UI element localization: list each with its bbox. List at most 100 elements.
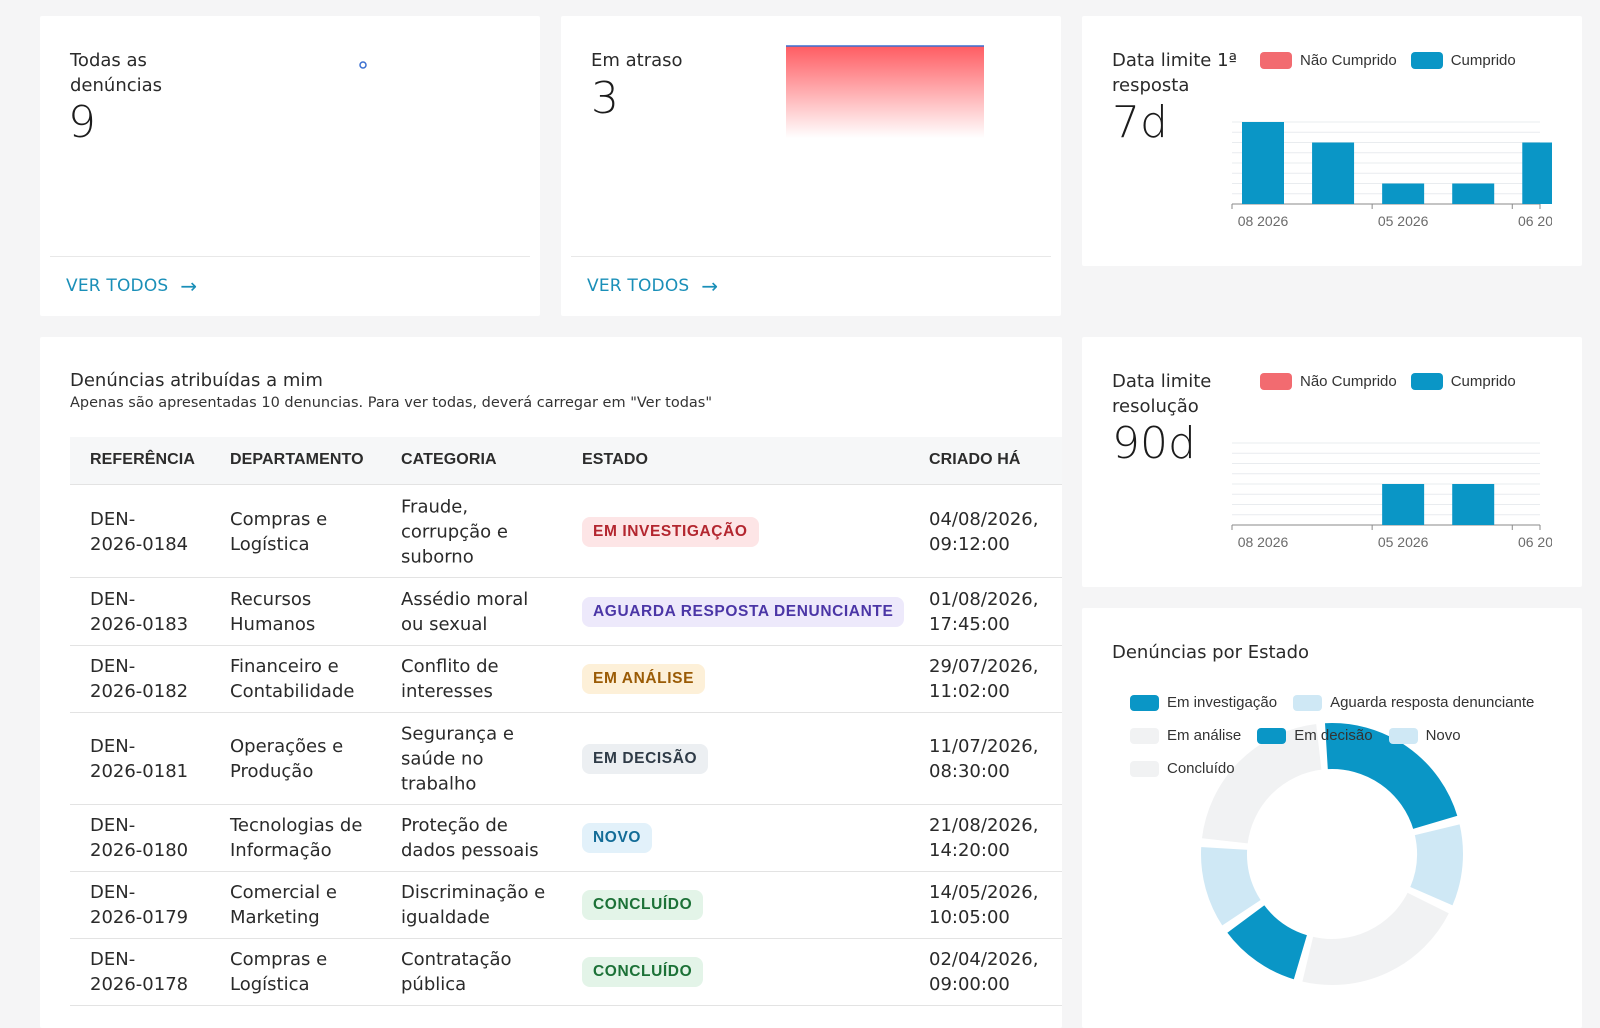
swatch-icon [1410, 373, 1443, 390]
legend-label: Cumprido [1450, 373, 1516, 390]
tick-label: 08 2026 [1238, 213, 1289, 229]
cell-department: Comercial e Marketing [230, 882, 337, 928]
swatch-icon [1130, 760, 1159, 777]
legend-item-met[interactable]: Cumprido [1410, 52, 1516, 69]
donut-slice[interactable] [1408, 822, 1465, 908]
chart-legend: Não Cumprido Cumprido [1260, 373, 1530, 390]
legend-item[interactable]: Novo [1388, 727, 1461, 744]
tick-label: 05 2026 [1378, 534, 1429, 550]
swatch-icon [1260, 373, 1292, 390]
state-donut-chart [1199, 721, 1465, 987]
card-divider [571, 256, 1051, 257]
tick-label: 05 2026 [1378, 213, 1429, 229]
legend-label: Aguarda resposta denunciante [1330, 694, 1535, 711]
table-row[interactable]: DEN- 2026-0184 Compras e Logística Fraude, co… [70, 486, 1062, 578]
view-all-overdue-link[interactable]: VER TODOS → [587, 276, 718, 296]
legend-item[interactable]: Concluído [1130, 760, 1235, 777]
legend-label: Cumprido [1450, 52, 1516, 69]
cell-category: Assédio moral ou sexual [401, 588, 529, 635]
arrow-right-icon: → [701, 274, 719, 298]
swatch-icon [1410, 52, 1443, 69]
cell-created: 11/07/2026, 08:30:00 [929, 735, 1039, 782]
legend-item-not-met[interactable]: Não Cumprido [1260, 52, 1397, 69]
card-divider [50, 256, 530, 257]
bar[interactable] [1382, 484, 1425, 525]
table-row[interactable]: DEN- 2026-0181 Operações e Produção Seguranç… [70, 713, 1062, 805]
cell-reference: DEN- 2026-0184 [90, 508, 189, 555]
cell-department: Recursos Humanos [230, 588, 316, 635]
legend-label: Em análise [1167, 727, 1242, 744]
legend-item-met[interactable]: Cumprido [1410, 373, 1516, 390]
cell-category: Proteção de dados pessoais [401, 815, 539, 861]
bar[interactable] [1452, 484, 1495, 525]
card-total-reports: Todas as denúncias 9 VER TODOS → [40, 16, 540, 316]
legend-item[interactable]: Aguarda resposta denunciante [1293, 694, 1534, 711]
card-title: Data limite 1ª resposta [1112, 50, 1238, 96]
col-header-category[interactable]: CATEGORIA [401, 451, 497, 468]
cell-category: Discriminação e igualdade [401, 882, 546, 928]
table-row[interactable]: DEN- 2026-0179 Comercial e Marketing Discrim… [70, 872, 1062, 939]
cell-reference: DEN- 2026-0181 [90, 735, 189, 782]
bar[interactable] [1382, 183, 1425, 205]
card-first-response-deadline: Data limite 1ª resposta 7d Não Cumprido … [1082, 16, 1582, 266]
cell-reference: DEN- 2026-0178 [90, 949, 189, 995]
legend-label: Não Cumprido [1300, 52, 1397, 69]
bar[interactable] [1522, 142, 1552, 205]
legend-label: Não Cumprido [1300, 373, 1397, 390]
first-response-bar-chart: 08 2026 05 2026 06 2026 [1231, 121, 1552, 229]
bar[interactable] [1452, 183, 1495, 205]
swatch-icon [1130, 727, 1159, 744]
bar[interactable] [1312, 142, 1355, 205]
tick-label: 06 2026 [1518, 534, 1552, 550]
view-all-label: VER TODOS [587, 276, 690, 296]
legend-item[interactable]: Em decisão [1257, 727, 1373, 744]
donut-slice[interactable] [1300, 890, 1452, 987]
bar[interactable] [1242, 122, 1284, 204]
cell-category: Contratação pública [401, 949, 512, 995]
cell-created: 04/08/2026, 09:12:00 [929, 508, 1039, 555]
card-title: Denúncias por Estado [1112, 642, 1310, 663]
table-row[interactable]: DEN- 2026-0183 Recursos Humanos Assédio mora… [70, 578, 1062, 646]
resolution-bar-chart: 08 2026 05 2026 06 2026 [1231, 442, 1552, 550]
chart-legend: Não Cumprido Cumprido [1260, 52, 1530, 69]
donut-legend: Em investigação Aguarda resposta denuncia… [1130, 686, 1570, 785]
col-header-created[interactable]: CRIADO HÁ [929, 451, 1021, 468]
donut-slice[interactable] [1199, 721, 1324, 846]
legend-label: Novo [1425, 727, 1461, 744]
view-all-total-link[interactable]: VER TODOS → [66, 276, 197, 296]
col-header-state[interactable]: ESTADO [582, 451, 649, 468]
swatch-icon [1260, 52, 1292, 69]
legend-item[interactable]: Em investigação [1130, 694, 1277, 711]
donut-slice[interactable] [1224, 902, 1310, 982]
cell-category: Fraude, corrupção e suborno [401, 496, 508, 567]
cell-department: Tecnologias de Informação [230, 815, 363, 861]
table-row[interactable]: DEN- 2026-0178 Compras e Logística Contrataç… [70, 939, 1062, 1006]
table-header: REFERÊNCIA DEPARTAMENTO CATEGORIA ESTADO… [70, 437, 1062, 485]
card-resolution-deadline: Data limite resolução 90d Não Cumprido C… [1082, 337, 1582, 587]
status-badge: EM DECISÃO [582, 743, 709, 774]
card-overdue: Em atraso 3 VER TODOS → [561, 16, 1061, 316]
legend-item[interactable]: Em análise [1130, 727, 1241, 744]
status-badge: EM ANÁLISE [582, 664, 706, 694]
total-count: 9 [68, 97, 96, 148]
table-row[interactable]: DEN- 2026-0182 Financeiro e Contabilidade Co… [70, 646, 1062, 713]
cell-reference: DEN- 2026-0180 [90, 815, 189, 861]
status-badge: AGUARDA RESPOSTA DENUNCIANTE [582, 596, 905, 627]
legend-item-not-met[interactable]: Não Cumprido [1260, 373, 1397, 390]
col-header-department[interactable]: DEPARTAMENTO [230, 451, 364, 468]
sparkline-dot [359, 61, 367, 69]
assigned-reports-card: Denúncias atribuídas a mim Apenas são ap… [40, 337, 1062, 1028]
cell-department: Operações e Produção [230, 735, 344, 782]
view-all-label: VER TODOS [66, 276, 169, 296]
tick-label: 08 2026 [1238, 534, 1289, 550]
cell-department: Financeiro e Contabilidade [230, 656, 355, 702]
donut-slice[interactable] [1199, 844, 1263, 928]
table-row[interactable]: DEN- 2026-0180 Tecnologias de Informação Pro… [70, 805, 1062, 872]
swatch-icon [1388, 727, 1418, 744]
legend-label: Em decisão [1294, 727, 1373, 744]
cell-reference: DEN- 2026-0179 [90, 882, 189, 928]
cell-created: 14/05/2026, 10:05:00 [929, 882, 1039, 928]
col-header-reference[interactable]: REFERÊNCIA [90, 451, 196, 468]
donut-slice[interactable] [1322, 721, 1460, 832]
legend-label: Em investigação [1167, 694, 1278, 711]
